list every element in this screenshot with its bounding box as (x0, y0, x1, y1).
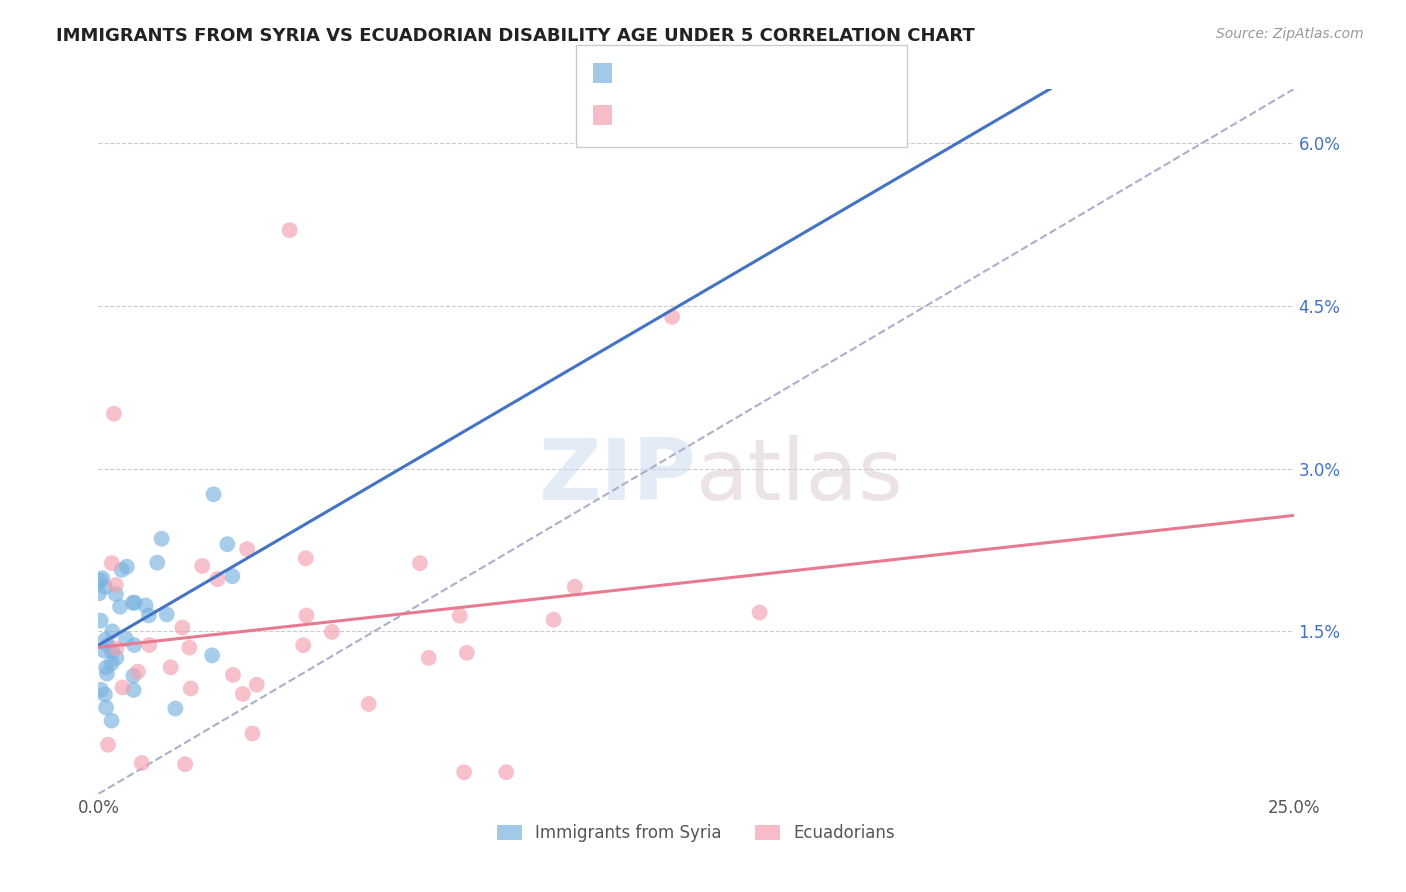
Point (453, 765, 475, 780)
Point (89, 574, 111, 588)
Text: N = 38: N = 38 (724, 64, 786, 82)
Point (159, 660, 181, 674)
Point (495, 765, 517, 780)
Text: Source: ZipAtlas.com: Source: ZipAtlas.com (1216, 27, 1364, 41)
Point (179, 640, 201, 655)
Point (121, 596, 143, 610)
Text: R = -0.116: R = -0.116 (619, 106, 716, 124)
Text: N = 35: N = 35 (724, 106, 786, 124)
Point (100, 657, 122, 671)
Point (93, 643, 115, 657)
Point (242, 726, 264, 740)
Point (156, 607, 179, 622)
Point (91, 571, 114, 585)
Point (89, 586, 111, 600)
Point (748, 606, 770, 620)
Point (321, 624, 343, 639)
Point (94, 700, 117, 714)
Point (96, 638, 118, 652)
Point (191, 559, 214, 574)
Point (94, 580, 117, 594)
Text: IMMIGRANTS FROM SYRIA VS ECUADORIAN DISABILITY AGE UNDER 5 CORRELATION CHART: IMMIGRANTS FROM SYRIA VS ECUADORIAN DISA… (56, 27, 974, 45)
Point (100, 714, 122, 728)
Point (564, 580, 586, 594)
Point (90, 614, 112, 628)
Point (180, 681, 202, 696)
Point (94, 632, 117, 647)
Point (122, 669, 145, 683)
Point (294, 551, 316, 566)
Point (174, 757, 197, 772)
Point (104, 587, 127, 601)
Point (122, 683, 145, 698)
Point (101, 624, 124, 639)
Point (105, 650, 128, 665)
Point (202, 487, 225, 501)
Point (201, 648, 224, 663)
Point (124, 596, 146, 610)
Point (278, 223, 301, 237)
Legend: Immigrants from Syria, Ecuadorians: Immigrants from Syria, Ecuadorians (491, 818, 901, 849)
Point (115, 632, 138, 646)
Point (221, 569, 243, 583)
Point (357, 697, 380, 711)
Point (103, 407, 125, 421)
Text: atlas: atlas (696, 435, 904, 518)
Point (134, 599, 156, 613)
Point (150, 532, 173, 546)
Point (96, 666, 118, 681)
Point (146, 556, 169, 570)
Point (232, 687, 254, 701)
Point (122, 638, 145, 652)
Point (222, 668, 245, 682)
Point (127, 665, 149, 679)
Point (295, 608, 318, 623)
Point (111, 563, 134, 577)
Point (418, 651, 440, 665)
Point (165, 701, 187, 715)
Point (172, 621, 194, 635)
Point (105, 641, 128, 656)
Point (94, 688, 117, 702)
Point (115, 559, 138, 574)
Point (111, 681, 134, 695)
Point (100, 556, 122, 570)
Point (131, 756, 153, 770)
Text: ZIP: ZIP (538, 435, 696, 518)
Text: R = 0.236: R = 0.236 (619, 64, 710, 82)
Point (138, 638, 160, 652)
Point (449, 608, 471, 623)
Point (456, 646, 478, 660)
Point (108, 599, 131, 614)
Point (97, 738, 120, 752)
Point (207, 572, 229, 586)
Point (138, 608, 160, 623)
Point (246, 678, 269, 692)
Point (90, 682, 112, 697)
Point (104, 578, 127, 592)
Point (409, 556, 432, 570)
Point (292, 638, 315, 652)
Point (661, 310, 683, 324)
Point (101, 645, 124, 659)
Point (236, 542, 259, 557)
Point (543, 613, 565, 627)
Point (96, 660, 118, 674)
Point (217, 537, 239, 551)
